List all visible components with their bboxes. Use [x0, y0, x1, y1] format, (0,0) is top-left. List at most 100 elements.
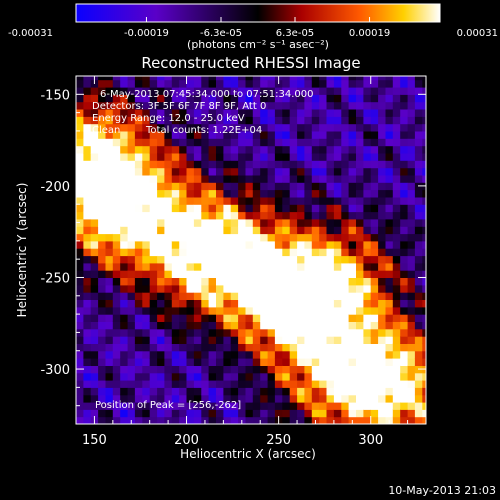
heatmap-cell	[363, 380, 372, 388]
heatmap-cell	[90, 299, 99, 308]
heatmap-cell	[378, 109, 387, 117]
heatmap-cell	[245, 292, 254, 300]
heatmap-cell	[274, 409, 283, 418]
heatmap-cell	[216, 196, 224, 205]
heatmap-cell	[348, 138, 357, 147]
heatmap-cell	[105, 130, 114, 139]
heatmap-cell	[356, 277, 364, 286]
heatmap-cell	[341, 262, 350, 271]
heatmap-cell	[267, 299, 276, 308]
heatmap-cell	[414, 394, 423, 403]
heatmap-cell	[333, 138, 342, 147]
heatmap-cell	[274, 255, 283, 264]
heatmap-cell	[179, 196, 188, 205]
heatmap-cell	[76, 394, 84, 403]
heatmap-cell	[112, 167, 121, 176]
heatmap-cell	[90, 292, 99, 300]
heatmap-cell	[363, 299, 372, 308]
heatmap-cell	[311, 328, 320, 337]
heatmap-cell	[348, 130, 357, 139]
heatmap-cell	[201, 343, 210, 352]
heatmap-cell	[105, 402, 114, 410]
heatmap-cell	[252, 358, 261, 366]
heatmap-cell	[363, 387, 372, 396]
heatmap-cell	[134, 314, 143, 322]
heatmap-cell	[333, 167, 342, 176]
heatmap-cell	[149, 94, 158, 103]
heatmap-cell	[120, 262, 129, 271]
heatmap-cell	[179, 299, 188, 308]
heatmap-cell	[274, 248, 283, 257]
heatmap-cell	[414, 226, 423, 235]
heatmap-cell	[422, 152, 426, 161]
heatmap-cell	[98, 211, 107, 220]
heatmap-cell	[76, 314, 84, 322]
heatmap-cell	[208, 314, 217, 322]
heatmap-cell	[230, 402, 239, 410]
heatmap-cell	[186, 350, 195, 359]
heatmap-cell	[370, 248, 379, 257]
heatmap-cell	[149, 343, 158, 352]
heatmap-cell	[274, 174, 283, 183]
heatmap-cell	[400, 79, 409, 88]
heatmap-cell	[252, 248, 261, 257]
heatmap-cell	[274, 182, 283, 191]
heatmap-cell	[274, 101, 283, 110]
heatmap-cell	[157, 174, 166, 183]
heatmap-cell	[193, 109, 202, 117]
heatmap-cell	[252, 76, 261, 81]
heatmap-cell	[245, 409, 254, 418]
heatmap-cell	[297, 402, 306, 410]
heatmap-cell	[208, 387, 217, 396]
heatmap-cell	[311, 277, 320, 286]
heatmap-cell	[392, 402, 401, 410]
heatmap-cell	[105, 182, 114, 191]
heatmap-cell	[186, 109, 195, 117]
heatmap-cell	[407, 284, 416, 293]
heatmap-cell	[230, 343, 239, 352]
heatmap-cell	[267, 138, 276, 147]
heatmap-cell	[370, 240, 379, 249]
heatmap-cell	[90, 380, 99, 388]
heatmap-cell	[105, 101, 114, 110]
heatmap-cell	[208, 226, 217, 235]
heatmap-cell	[333, 79, 342, 88]
heatmap-cell	[260, 196, 269, 205]
heatmap-cell	[356, 292, 364, 300]
heatmap-cell	[414, 358, 423, 366]
heatmap-cell	[407, 79, 416, 88]
heatmap-cell	[76, 189, 84, 198]
y-tick-label: -200	[40, 180, 70, 195]
heatmap-cell	[407, 226, 416, 235]
heatmap-cell	[112, 387, 121, 396]
heatmap-cell	[90, 284, 99, 293]
heatmap-cell	[216, 372, 224, 381]
heatmap-cell	[134, 321, 143, 330]
heatmap-cell	[370, 343, 379, 352]
heatmap-cell	[252, 79, 261, 88]
heatmap-cell	[120, 152, 129, 161]
heatmap-cell	[370, 79, 379, 88]
heatmap-cell	[186, 284, 195, 293]
heatmap-cell	[319, 270, 328, 278]
heatmap-cell	[422, 79, 426, 88]
heatmap-cell	[341, 372, 350, 381]
heatmap-cell	[105, 160, 114, 169]
heatmap-cell	[201, 226, 210, 235]
heatmap-cell	[223, 299, 232, 308]
heatmap-cell	[90, 372, 99, 381]
heatmap-cell	[208, 101, 217, 110]
heatmap-cell	[392, 262, 401, 271]
heatmap-cell	[164, 130, 173, 139]
heatmap-cell	[120, 87, 129, 95]
heatmap-cell	[171, 189, 180, 198]
heatmap-cell	[282, 218, 291, 227]
heatmap-cell	[400, 152, 409, 161]
heatmap-cell	[407, 394, 416, 403]
heatmap-cell	[282, 211, 291, 220]
heatmap-cell	[319, 218, 328, 227]
heatmap-cell	[311, 94, 320, 103]
heatmap-cell	[392, 394, 401, 403]
heatmap-cell	[238, 204, 247, 213]
heatmap-cell	[407, 160, 416, 169]
